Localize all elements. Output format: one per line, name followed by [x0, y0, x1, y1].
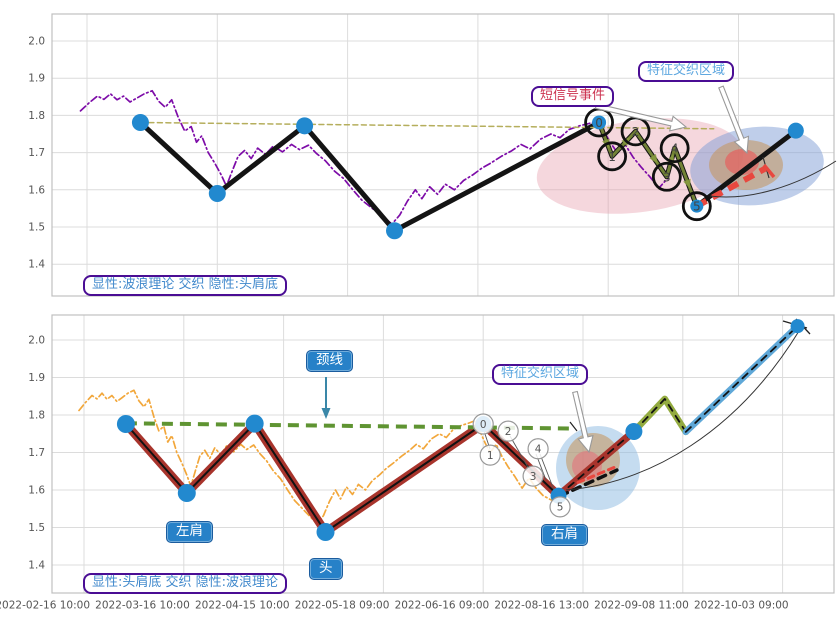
wave-number-circle [527, 438, 549, 460]
pivot-dot [386, 222, 404, 240]
wave-number: 3 [530, 471, 537, 483]
pivot-dot [790, 319, 805, 334]
pivot-dot [116, 415, 135, 433]
wave-number-circle [651, 161, 682, 192]
wave-number: 2 [632, 125, 640, 139]
x-tick-label: 2022-05-18 09:00 [295, 600, 390, 612]
pivot-dot [177, 484, 196, 502]
pivot-dot [131, 113, 149, 131]
wave-number: 0 [595, 116, 603, 130]
pivot-dot [690, 199, 704, 213]
feature-zone-region [725, 149, 759, 175]
wave-number: 3 [663, 170, 671, 184]
wave-leader-line [539, 453, 555, 491]
x-tick-label: 2022-04-15 10:00 [195, 600, 290, 612]
x-tick-label: 2022-03-16 10:00 [95, 600, 190, 612]
y-tick-label: 1.5 [28, 222, 45, 234]
wave-number: 5 [557, 502, 564, 514]
bottom-chart: 2.0 1.9 1.8 1.7 1.6 1.5 1.4 0 12 3 4 5 2022-02-16 10… [0, 314, 835, 612]
top-chart: 2.0 1.9 1.8 1.7 1.6 1.5 1.4 0 1 2 34 5 [28, 13, 837, 297]
pivot-dot [208, 185, 226, 203]
wave-number: 4 [535, 444, 542, 456]
wave-number-circle [659, 133, 690, 164]
wave-number: 1 [608, 150, 616, 164]
bottom-neckline [125, 421, 574, 431]
bottom-blue-segment [682, 322, 801, 436]
bottom-head-shoulders-continuation [554, 427, 638, 500]
y-tick-label: 1.6 [28, 184, 45, 196]
wave-number-circle [472, 413, 494, 435]
callout-arrow [594, 103, 688, 132]
neckline-label: 颈线 [306, 350, 353, 372]
pivot-dot [296, 117, 314, 135]
wave-leader-line [509, 435, 530, 470]
head-label: 头 [309, 558, 343, 580]
y-tick-label: 1.7 [28, 447, 45, 459]
left-shoulder-label: 左肩 [166, 521, 213, 543]
pivot-dot [625, 423, 643, 440]
y-tick-label: 1.7 [28, 147, 45, 159]
y-tick-label: 1.9 [28, 372, 45, 384]
feature-zone-label-top: 特征交织区域 [638, 61, 735, 82]
bottom-black-projection [558, 468, 619, 498]
wave-number-circle [497, 420, 519, 442]
wave-number-circle [522, 465, 544, 487]
y-tick-label: 1.4 [28, 259, 45, 271]
neckline-arrowhead [321, 408, 331, 419]
right-shoulder-label: 右肩 [541, 524, 588, 546]
y-tick-label: 1.6 [28, 485, 45, 497]
y-tick-label: 1.8 [28, 410, 45, 422]
wave-number-circle [597, 141, 628, 172]
x-tick-label: 2022-10-03 09:00 [694, 600, 789, 612]
pivot-dot [787, 122, 804, 139]
callout-arrow [572, 390, 594, 454]
y-tick-label: 1.4 [28, 560, 45, 572]
x-tick-label: 2022-08-16 13:00 [494, 600, 589, 612]
wave-number-circle [549, 496, 571, 518]
y-tick-label: 1.9 [28, 73, 45, 85]
wave-number: 5 [693, 200, 701, 214]
bottom-head-shoulders-line [121, 419, 563, 537]
wave-number: 2 [505, 426, 512, 438]
y-tick-label: 1.5 [28, 522, 45, 534]
feature-zone-label-bottom: 特征交织区域 [492, 364, 589, 385]
pivot-dot [592, 115, 607, 130]
bottom-green-segment [630, 395, 690, 436]
top-hidden-neckline [139, 121, 715, 130]
trend-arc [709, 160, 837, 198]
x-tick-label: 2022-06-16 09:00 [395, 600, 490, 612]
y-tick-label: 2.0 [28, 335, 45, 347]
x-tick-label: 2022-09-08 11:00 [594, 600, 689, 612]
end-tick [569, 421, 578, 432]
callout-arrow [718, 85, 750, 155]
bottom-red-projection [576, 466, 616, 484]
explicit-hidden-legend-top: 显性:波浪理论 交织 隐性:头肩底 [83, 275, 288, 296]
wave-number-circle [479, 444, 501, 466]
end-tick [762, 163, 776, 179]
short-signal-event-label: 短信号事件 [531, 86, 615, 107]
wave-number: 1 [487, 450, 494, 462]
pivot-dot [316, 523, 335, 541]
trend-arc [565, 330, 800, 491]
x-tick-label: 2022-02-16 10:00 [0, 600, 90, 612]
wave-number: 4 [671, 142, 679, 156]
top-price [79, 89, 669, 225]
wave-number: 0 [480, 419, 487, 431]
y-tick-label: 1.8 [28, 110, 45, 122]
top-red-projection [695, 165, 768, 209]
y-tick-label: 2.0 [28, 36, 45, 48]
wave-number-circle [681, 191, 712, 222]
explicit-hidden-legend-bottom: 显性:头肩底 交织 隐性:波浪理论 [83, 573, 288, 594]
pivot-dot [245, 414, 264, 433]
